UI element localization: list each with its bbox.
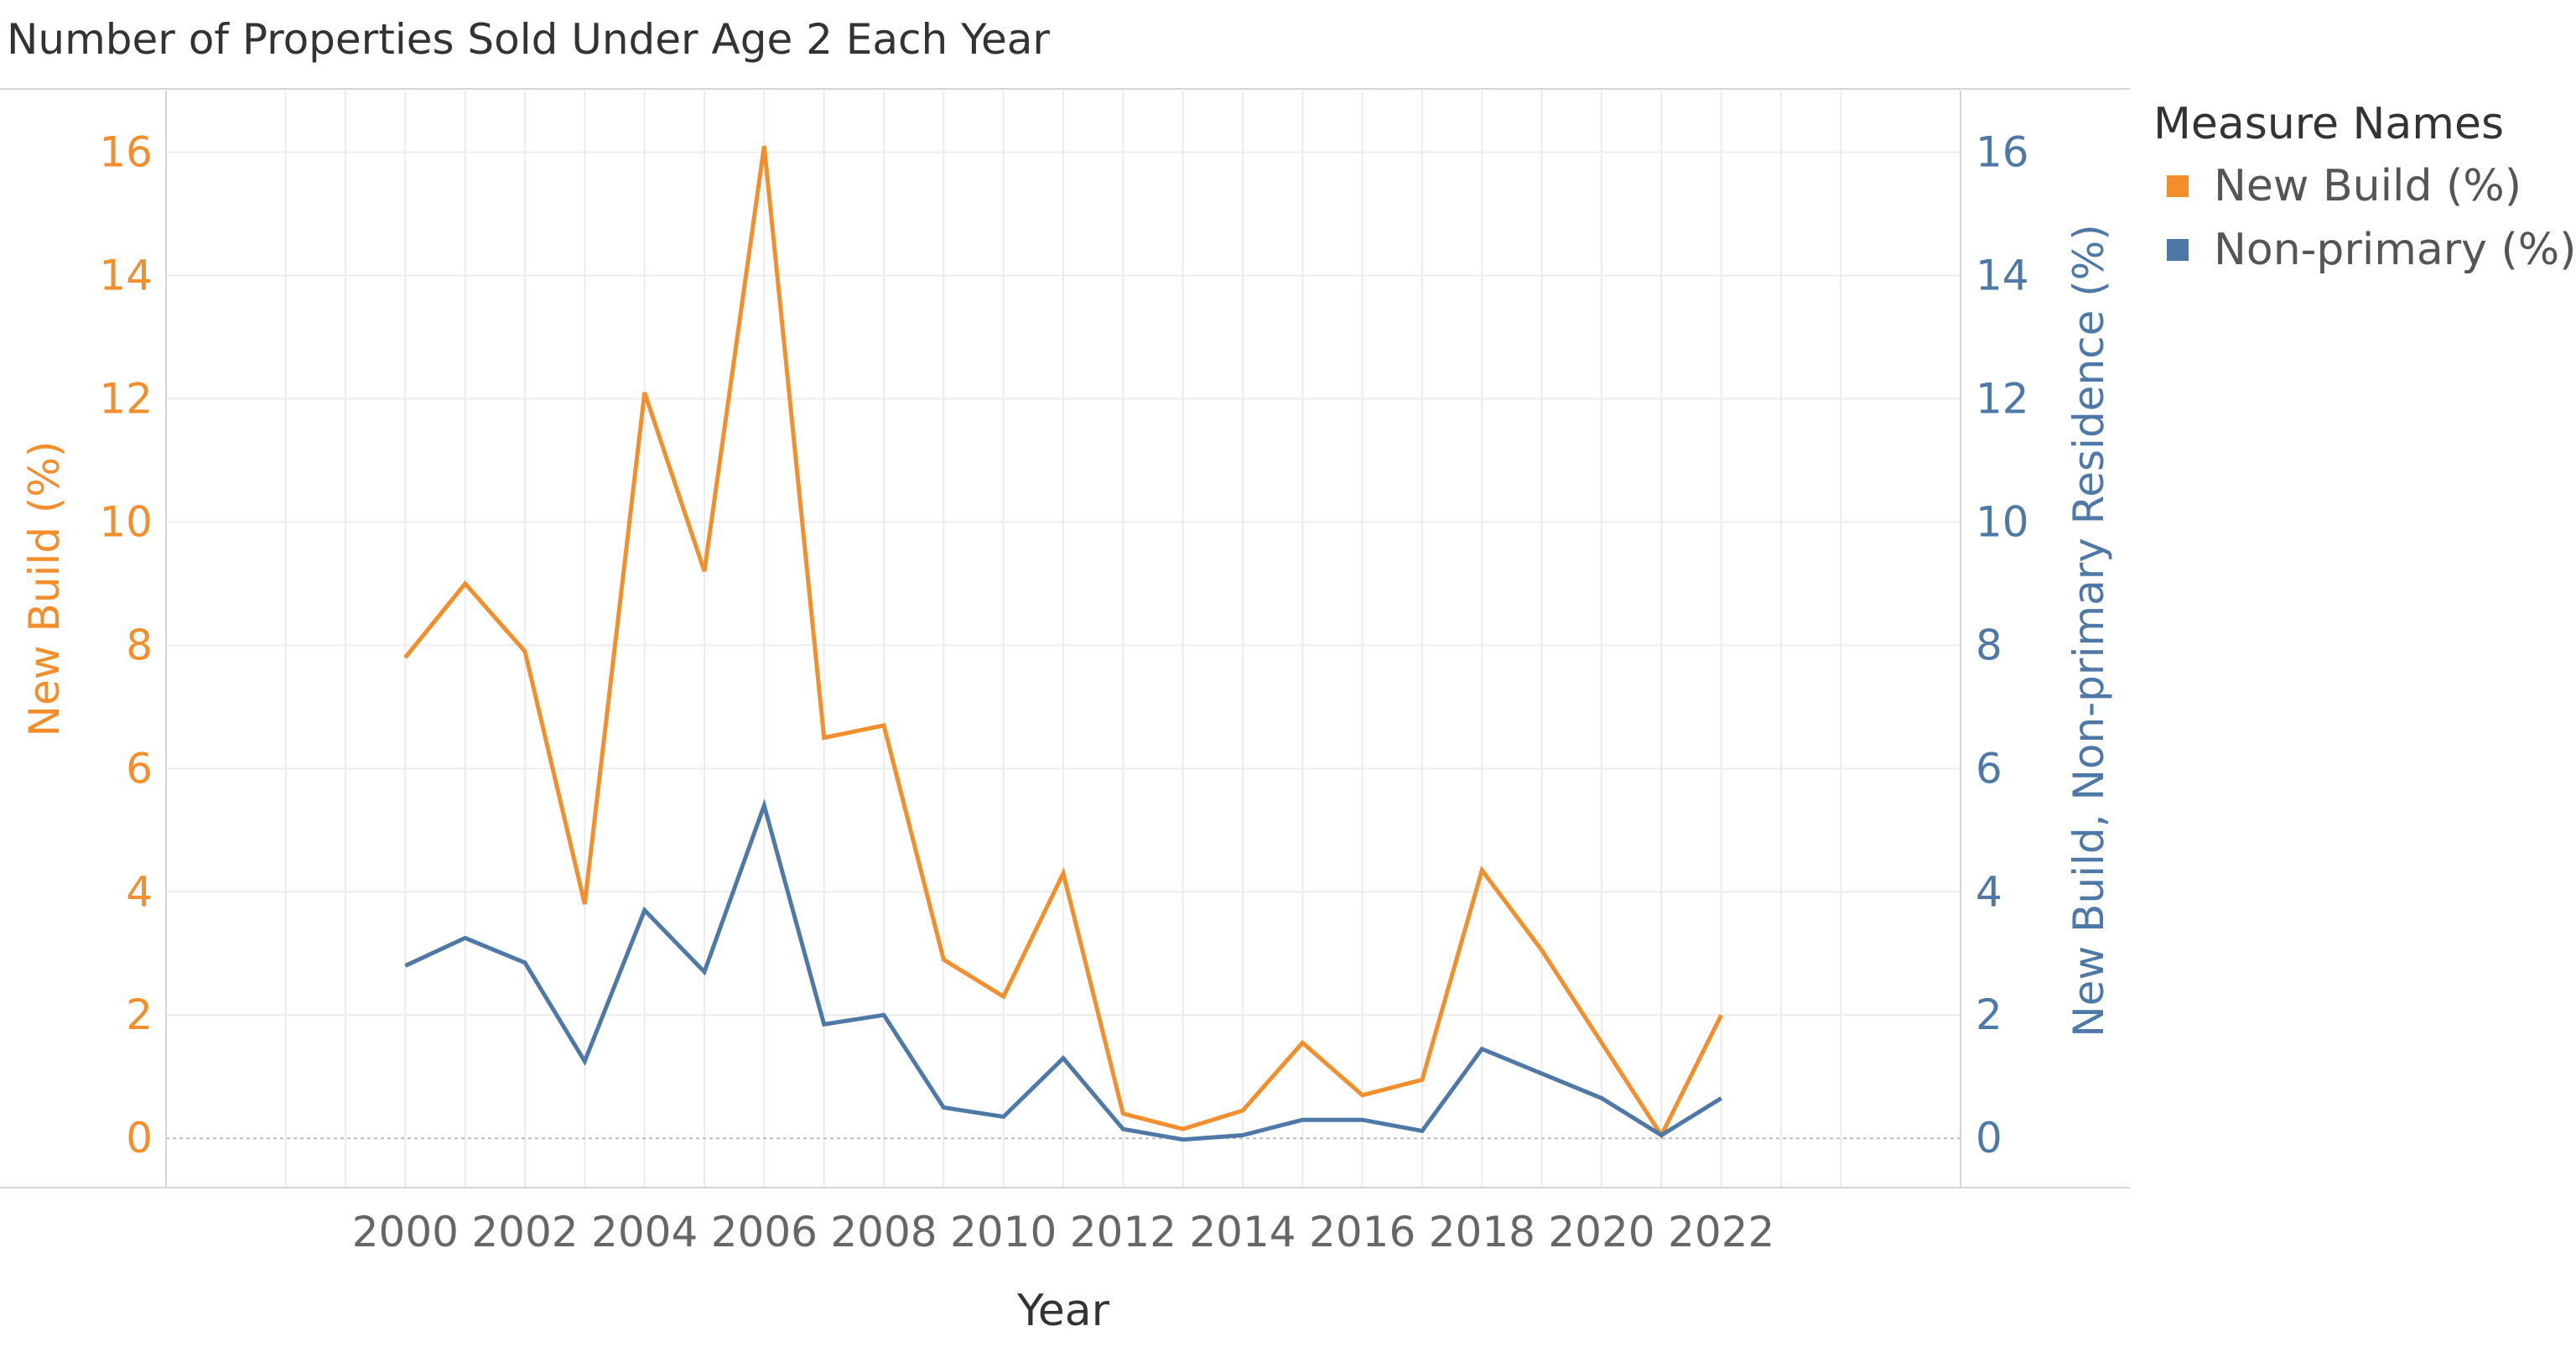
data-point <box>402 655 408 660</box>
data-point <box>702 970 707 975</box>
y-tick-label-right: 0 <box>1976 1114 2002 1162</box>
y-tick-label-left: 6 <box>126 744 153 793</box>
data-point <box>1240 1133 1245 1138</box>
y-axis-title-left: New Build (%) <box>20 441 69 737</box>
data-point <box>1719 1012 1724 1017</box>
data-point <box>1420 1128 1425 1133</box>
data-point <box>522 649 527 654</box>
data-point <box>941 957 946 962</box>
data-point <box>1360 1093 1365 1098</box>
data-point <box>1061 871 1066 876</box>
x-tick-label: 2016 <box>1309 1208 1415 1256</box>
x-tick-label: 2014 <box>1189 1208 1296 1256</box>
data-point <box>1181 1137 1186 1142</box>
x-axis-title: Year <box>1016 1286 1110 1336</box>
y-tick-label-right: 2 <box>1976 991 2002 1039</box>
legend-swatch-non-primary <box>2167 239 2189 261</box>
data-point <box>1001 1114 1006 1119</box>
data-point <box>1479 1047 1484 1052</box>
data-point <box>1300 1040 1305 1045</box>
data-point <box>941 1105 946 1110</box>
data-point <box>1240 1108 1245 1113</box>
tick-labels: 0 0 2 2 4 4 6 6 8 8 10 10 12 12 14 14 16 16 2000 2002 2004 20… <box>99 127 2028 1256</box>
data-point <box>1120 1111 1125 1116</box>
data-point <box>1360 1117 1365 1122</box>
data-point <box>761 803 766 808</box>
legend-swatch-new-build <box>2167 175 2189 197</box>
data-point <box>582 1058 587 1063</box>
x-tick-label: 2002 <box>471 1208 578 1256</box>
x-tick-label: 2004 <box>591 1208 698 1256</box>
data-point <box>1300 1117 1305 1122</box>
y-tick-label-left: 10 <box>99 497 153 546</box>
data-point <box>1659 1133 1664 1138</box>
y-tick-label-left: 0 <box>126 1114 153 1162</box>
legend-title: Measure Names <box>2153 99 2505 149</box>
data-point <box>642 390 647 395</box>
y-tick-label-left: 16 <box>99 127 153 176</box>
data-point <box>642 907 647 913</box>
data-point <box>761 143 766 148</box>
legend: Measure Names New Build (%) Non-primary … <box>2152 99 2576 282</box>
chart-title: Number of Properties Sold Under Age 2 Ea… <box>7 15 1050 64</box>
series-layer <box>402 143 1724 1142</box>
legend-item-new-build[interactable]: New Build (%) <box>2152 154 2576 218</box>
data-point <box>1719 1095 1724 1100</box>
grid <box>166 91 1961 1188</box>
data-point <box>1181 1126 1186 1131</box>
series-line-new-build <box>403 145 1723 1140</box>
y-tick-label-left: 2 <box>126 991 153 1039</box>
x-tick-label: 2010 <box>950 1208 1057 1256</box>
x-tick-label: 2000 <box>352 1208 459 1256</box>
x-tick-label: 2012 <box>1070 1208 1176 1256</box>
y-tick-label-right: 14 <box>1976 251 2029 299</box>
y-tick-label-right: 6 <box>1976 744 2002 793</box>
data-point <box>402 963 408 968</box>
legend-label-non-primary: Non-primary (%) <box>2214 225 2576 275</box>
data-point <box>1599 1095 1604 1100</box>
data-point <box>822 1022 827 1027</box>
axes <box>0 91 2130 1188</box>
legend-label-new-build: New Build (%) <box>2214 161 2521 211</box>
data-point <box>822 736 827 741</box>
data-point <box>881 723 886 728</box>
data-point <box>1540 1071 1545 1076</box>
x-tick-label: 2006 <box>711 1208 818 1256</box>
x-tick-label: 2018 <box>1429 1208 1535 1256</box>
legend-item-non-primary[interactable]: Non-primary (%) <box>2152 218 2576 282</box>
data-point <box>881 1012 886 1017</box>
series-line-non-primary <box>404 798 1723 1142</box>
y-tick-label-right: 12 <box>1976 374 2029 423</box>
y-tick-label-right: 8 <box>1976 621 2002 669</box>
data-point <box>1479 868 1484 873</box>
data-point <box>1540 948 1545 953</box>
y-tick-label-left: 4 <box>126 867 153 916</box>
x-tick-label: 2008 <box>830 1208 937 1256</box>
data-point <box>1599 1040 1604 1045</box>
data-point <box>1001 994 1006 999</box>
y-tick-label-right: 4 <box>1976 867 2002 916</box>
data-point <box>702 569 707 574</box>
data-point <box>1420 1077 1425 1082</box>
y-tick-label-left: 8 <box>126 621 153 669</box>
y-tick-label-right: 10 <box>1976 497 2029 546</box>
data-point <box>463 935 468 940</box>
data-point <box>1061 1056 1066 1061</box>
y-tick-label-left: 14 <box>99 251 153 299</box>
data-point <box>1120 1126 1125 1131</box>
data-point <box>582 902 587 907</box>
y-tick-label-left: 12 <box>99 374 153 423</box>
data-point <box>522 960 527 965</box>
y-axis-title-right: New Build, Non-primary Residence (%) <box>2064 224 2113 1037</box>
data-point <box>463 581 468 586</box>
x-tick-label: 2020 <box>1548 1208 1654 1256</box>
y-tick-label-right: 16 <box>1976 127 2029 176</box>
x-tick-label: 2022 <box>1668 1208 1774 1256</box>
